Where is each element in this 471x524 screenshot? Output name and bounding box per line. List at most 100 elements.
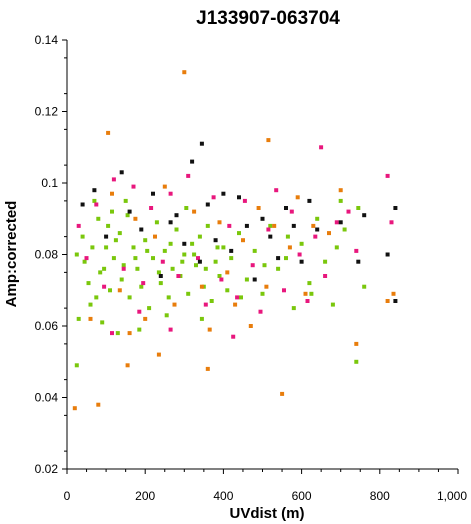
data-point xyxy=(143,238,148,243)
data-point xyxy=(82,259,87,264)
data-point xyxy=(102,266,107,271)
data-point xyxy=(260,291,265,296)
data-point xyxy=(160,259,165,264)
data-point xyxy=(127,209,132,214)
data-point xyxy=(192,252,197,257)
data-point xyxy=(334,220,339,225)
data-point xyxy=(96,216,101,221)
data-point xyxy=(125,213,130,218)
data-point xyxy=(182,252,187,257)
data-point xyxy=(72,406,77,411)
data-point xyxy=(162,184,167,189)
data-point xyxy=(389,220,394,225)
data-point xyxy=(319,145,324,150)
data-point xyxy=(184,206,189,210)
data-point xyxy=(248,324,253,328)
data-point xyxy=(307,198,312,203)
data-point xyxy=(86,281,91,286)
data-point xyxy=(217,220,222,225)
data-point xyxy=(264,284,269,289)
data-point xyxy=(172,302,177,307)
data-point xyxy=(299,259,304,264)
data-point xyxy=(76,223,81,228)
data-point xyxy=(164,313,169,318)
data-point xyxy=(284,256,288,261)
data-point xyxy=(291,306,296,311)
data-point xyxy=(80,234,85,239)
data-point xyxy=(229,248,234,253)
data-point xyxy=(303,291,308,296)
data-point xyxy=(197,259,202,264)
data-point xyxy=(250,263,255,268)
data-point xyxy=(323,259,328,264)
y-tick-label: 0.08 xyxy=(35,248,59,262)
data-point xyxy=(96,402,101,407)
data-point xyxy=(199,141,204,146)
data-point xyxy=(180,259,185,264)
data-point xyxy=(205,223,210,228)
data-point xyxy=(268,234,273,239)
data-point xyxy=(227,223,232,228)
data-point xyxy=(182,70,187,75)
data-point xyxy=(194,263,198,268)
x-tick-label: 800 xyxy=(370,489,390,503)
data-point xyxy=(196,256,200,261)
data-point xyxy=(258,309,263,314)
data-point xyxy=(110,209,114,214)
data-point xyxy=(131,184,136,189)
data-point xyxy=(338,188,343,193)
data-point xyxy=(168,220,173,225)
data-point xyxy=(221,245,226,250)
data-point xyxy=(346,209,351,214)
data-point xyxy=(186,291,191,296)
data-point xyxy=(309,291,314,296)
data-point xyxy=(199,284,204,289)
data-point xyxy=(313,234,318,239)
data-point xyxy=(174,213,179,218)
data-point xyxy=(102,284,107,289)
data-point xyxy=(203,302,208,307)
data-point xyxy=(127,295,132,300)
data-point xyxy=(90,245,95,250)
data-point xyxy=(225,270,230,275)
data-point xyxy=(156,352,161,357)
data-point xyxy=(205,202,210,207)
data-point xyxy=(135,266,140,271)
data-point xyxy=(215,245,220,250)
data-point xyxy=(213,238,218,243)
data-point xyxy=(297,252,302,257)
data-points xyxy=(72,70,398,411)
x-tick-label: 600 xyxy=(292,489,312,503)
data-point xyxy=(149,206,154,210)
data-point xyxy=(147,306,152,311)
data-point xyxy=(74,363,79,368)
data-point xyxy=(217,274,222,278)
data-point xyxy=(119,170,124,175)
data-point xyxy=(137,309,142,314)
data-point xyxy=(115,331,120,336)
data-point xyxy=(104,245,109,250)
y-tick-label: 0.06 xyxy=(35,319,59,333)
data-point xyxy=(225,288,230,293)
data-point xyxy=(131,245,136,250)
data-point xyxy=(110,191,114,196)
data-point xyxy=(151,256,155,261)
data-point xyxy=(244,277,249,282)
data-point xyxy=(231,334,236,339)
data-point xyxy=(213,259,218,264)
data-point xyxy=(141,281,146,286)
data-point xyxy=(229,256,234,261)
data-point xyxy=(190,159,195,164)
data-point xyxy=(235,295,240,300)
data-point xyxy=(315,227,320,232)
data-point xyxy=(287,245,292,250)
data-point xyxy=(106,223,111,228)
data-point xyxy=(110,331,114,336)
x-axis-label: UVdist (m) xyxy=(230,505,305,522)
data-point xyxy=(170,266,175,271)
y-tick-label: 0.02 xyxy=(35,462,59,476)
data-point xyxy=(276,256,281,261)
data-point xyxy=(272,223,277,228)
data-point xyxy=(121,263,126,268)
data-point xyxy=(84,256,89,261)
